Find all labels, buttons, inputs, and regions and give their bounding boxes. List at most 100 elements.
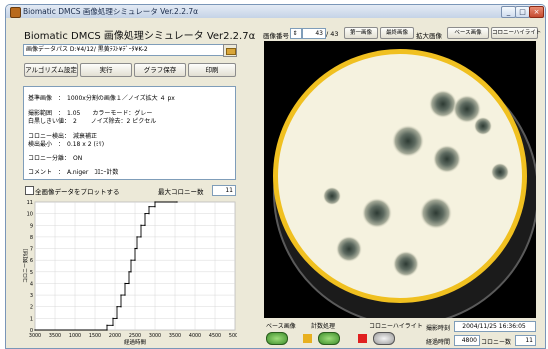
max-colony-field[interactable]: 11: [212, 185, 236, 196]
plot-all-label: 全画像データをプロットする: [35, 188, 120, 196]
image-number-spinner[interactable]: ⇕: [290, 28, 302, 39]
window-title: Biomatic DMCS 画像処理シミュレータ Ver.2.2.7α: [23, 7, 199, 16]
folder-icon: [226, 48, 236, 55]
info-line: 基準画像 ： 1000x分割の画像１／ノイズ拡大 ４ px: [28, 95, 175, 102]
data-point: [130, 271, 132, 273]
x-tick-label: 4000: [189, 333, 201, 339]
highlight-indicator: [358, 334, 367, 343]
y-tick-label: 9: [30, 223, 33, 229]
info-line: コロニー検出： 減衰補正: [28, 133, 98, 140]
app-title: Biomatic DMCS 画像処理シミュレータ Ver2.2.7α: [24, 31, 256, 42]
y-tick-label: 7: [30, 247, 33, 253]
close-button[interactable]: ×: [529, 6, 544, 18]
count-process-toggle[interactable]: [318, 332, 340, 345]
zoom-image-label: 拡大画像: [416, 32, 442, 40]
info-line: コロニー分離： ON: [28, 155, 83, 162]
elapsed-time-field[interactable]: 4800: [454, 335, 480, 346]
run-button[interactable]: 実行: [80, 63, 132, 77]
app-icon: [10, 7, 21, 18]
max-colony-label: 最大コロニー数: [158, 188, 204, 196]
y-tick-label: 4: [30, 281, 33, 287]
data-point: [176, 201, 178, 203]
x-tick-label: 2500: [129, 333, 141, 339]
x-axis-label: 経過時間: [124, 338, 147, 346]
data-point: [130, 259, 132, 261]
colony-count-field[interactable]: 11: [515, 335, 536, 346]
base-image-button[interactable]: ベース画像: [447, 27, 489, 39]
data-point: [106, 324, 108, 326]
y-tick-label: 1: [30, 316, 33, 322]
x-tick-label: 3000: [29, 333, 41, 339]
y-tick-label: 5: [30, 270, 33, 276]
minimize-button[interactable]: _: [501, 6, 516, 18]
info-line: 検出最小 ： 0.18 x 2 (ﾐﾘ): [28, 141, 105, 148]
data-point: [148, 206, 150, 208]
highlight-label: コロニーハイライト: [369, 323, 423, 330]
y-tick-label: 11: [27, 200, 33, 206]
x-tick-label: 5000: [229, 333, 237, 339]
print-button[interactable]: 印刷: [188, 63, 236, 77]
shot-time-field[interactable]: 2004/11/25 16:36:05: [454, 321, 536, 332]
colonies: [323, 90, 509, 277]
colony-highlight-button[interactable]: コロニーハイライト: [491, 27, 541, 39]
elapsed-time-label: 経過時間: [426, 339, 451, 346]
info-line: 白黒しきい値： 2 ノイズ除去：2 ピクセル: [28, 118, 157, 125]
data-path-field[interactable]: 画像データパス D:¥4/12/ 黒黄ﾃｽﾄ¥ﾃﾞｰﾀ¥K-2: [23, 44, 234, 56]
data-point: [120, 294, 122, 296]
y-axis-label: コロニー数[個]: [23, 249, 29, 283]
highlight-toggle[interactable]: [373, 332, 395, 345]
data-point: [128, 282, 130, 285]
data-point: [154, 201, 156, 203]
settings-info-box: 基準画像 ： 1000x分割の画像１／ノイズ拡大 ４ px 撮影範囲 ： 1.0…: [23, 86, 236, 180]
data-point: [112, 324, 114, 326]
x-tick-label: 3500: [169, 333, 181, 339]
data-point: [124, 282, 126, 285]
x-tick-label: 1500: [89, 333, 101, 339]
shot-time-label: 撮影時刻: [426, 325, 451, 332]
image-number-label: 画像番号: [263, 32, 289, 40]
x-tick-label: 1000: [69, 333, 81, 339]
browse-folder-button[interactable]: [223, 44, 237, 57]
data-point: [140, 236, 142, 238]
count-indicator: [303, 334, 312, 343]
y-tick-label: 8: [30, 235, 33, 241]
data-point: [154, 206, 156, 208]
y-tick-label: 2: [30, 305, 33, 311]
maximize-button[interactable]: □: [515, 6, 530, 18]
colony-series-line: [35, 201, 177, 331]
data-point: [134, 259, 136, 261]
base-image-label: ベース画像: [266, 323, 296, 330]
x-tick-label: 2000: [109, 333, 121, 339]
base-image-toggle[interactable]: [266, 332, 288, 345]
data-point: [134, 247, 136, 250]
image-total-label: / 43: [326, 30, 339, 38]
y-tick-label: 6: [30, 258, 33, 264]
info-line: 撮影範囲 ： 1.05 カラーモード：グレー: [28, 110, 153, 117]
first-image-button[interactable]: 第一画像: [344, 27, 378, 39]
title-bar[interactable]: Biomatic DMCS 画像処理シミュレータ Ver.2.2.7α _ □ …: [6, 5, 545, 18]
x-tick-label: 3500: [49, 333, 61, 339]
petri-dish-graphic: [264, 41, 539, 326]
data-point: [116, 317, 118, 319]
data-point: [34, 329, 36, 331]
colony-count-chart: 0 1 2 3 4 5 6 7 8 9 10 11 3000 3500 1000 1500 2000 2500 30…: [23, 200, 237, 346]
data-point: [148, 213, 150, 215]
save-graph-button[interactable]: グラフ保存: [134, 63, 186, 77]
data-point: [112, 317, 114, 319]
last-image-button[interactable]: 最終画像: [380, 27, 414, 39]
data-point: [136, 236, 138, 238]
plot-all-checkbox[interactable]: [25, 186, 34, 195]
petri-dish-image[interactable]: [264, 41, 539, 326]
data-point: [144, 213, 146, 215]
x-tick-label: 3000: [149, 333, 161, 339]
data-point: [116, 306, 118, 308]
image-number-field[interactable]: 43: [302, 28, 326, 39]
algorithm-settings-button[interactable]: アルゴリズム設定: [24, 63, 78, 77]
data-point: [120, 306, 122, 308]
x-tick-label: 4500: [209, 333, 221, 339]
y-tick-label: 3: [30, 293, 33, 299]
data-point: [140, 224, 142, 226]
data-point: [128, 271, 130, 273]
count-process-label: 計数処理: [311, 323, 336, 330]
data-point: [144, 224, 146, 226]
